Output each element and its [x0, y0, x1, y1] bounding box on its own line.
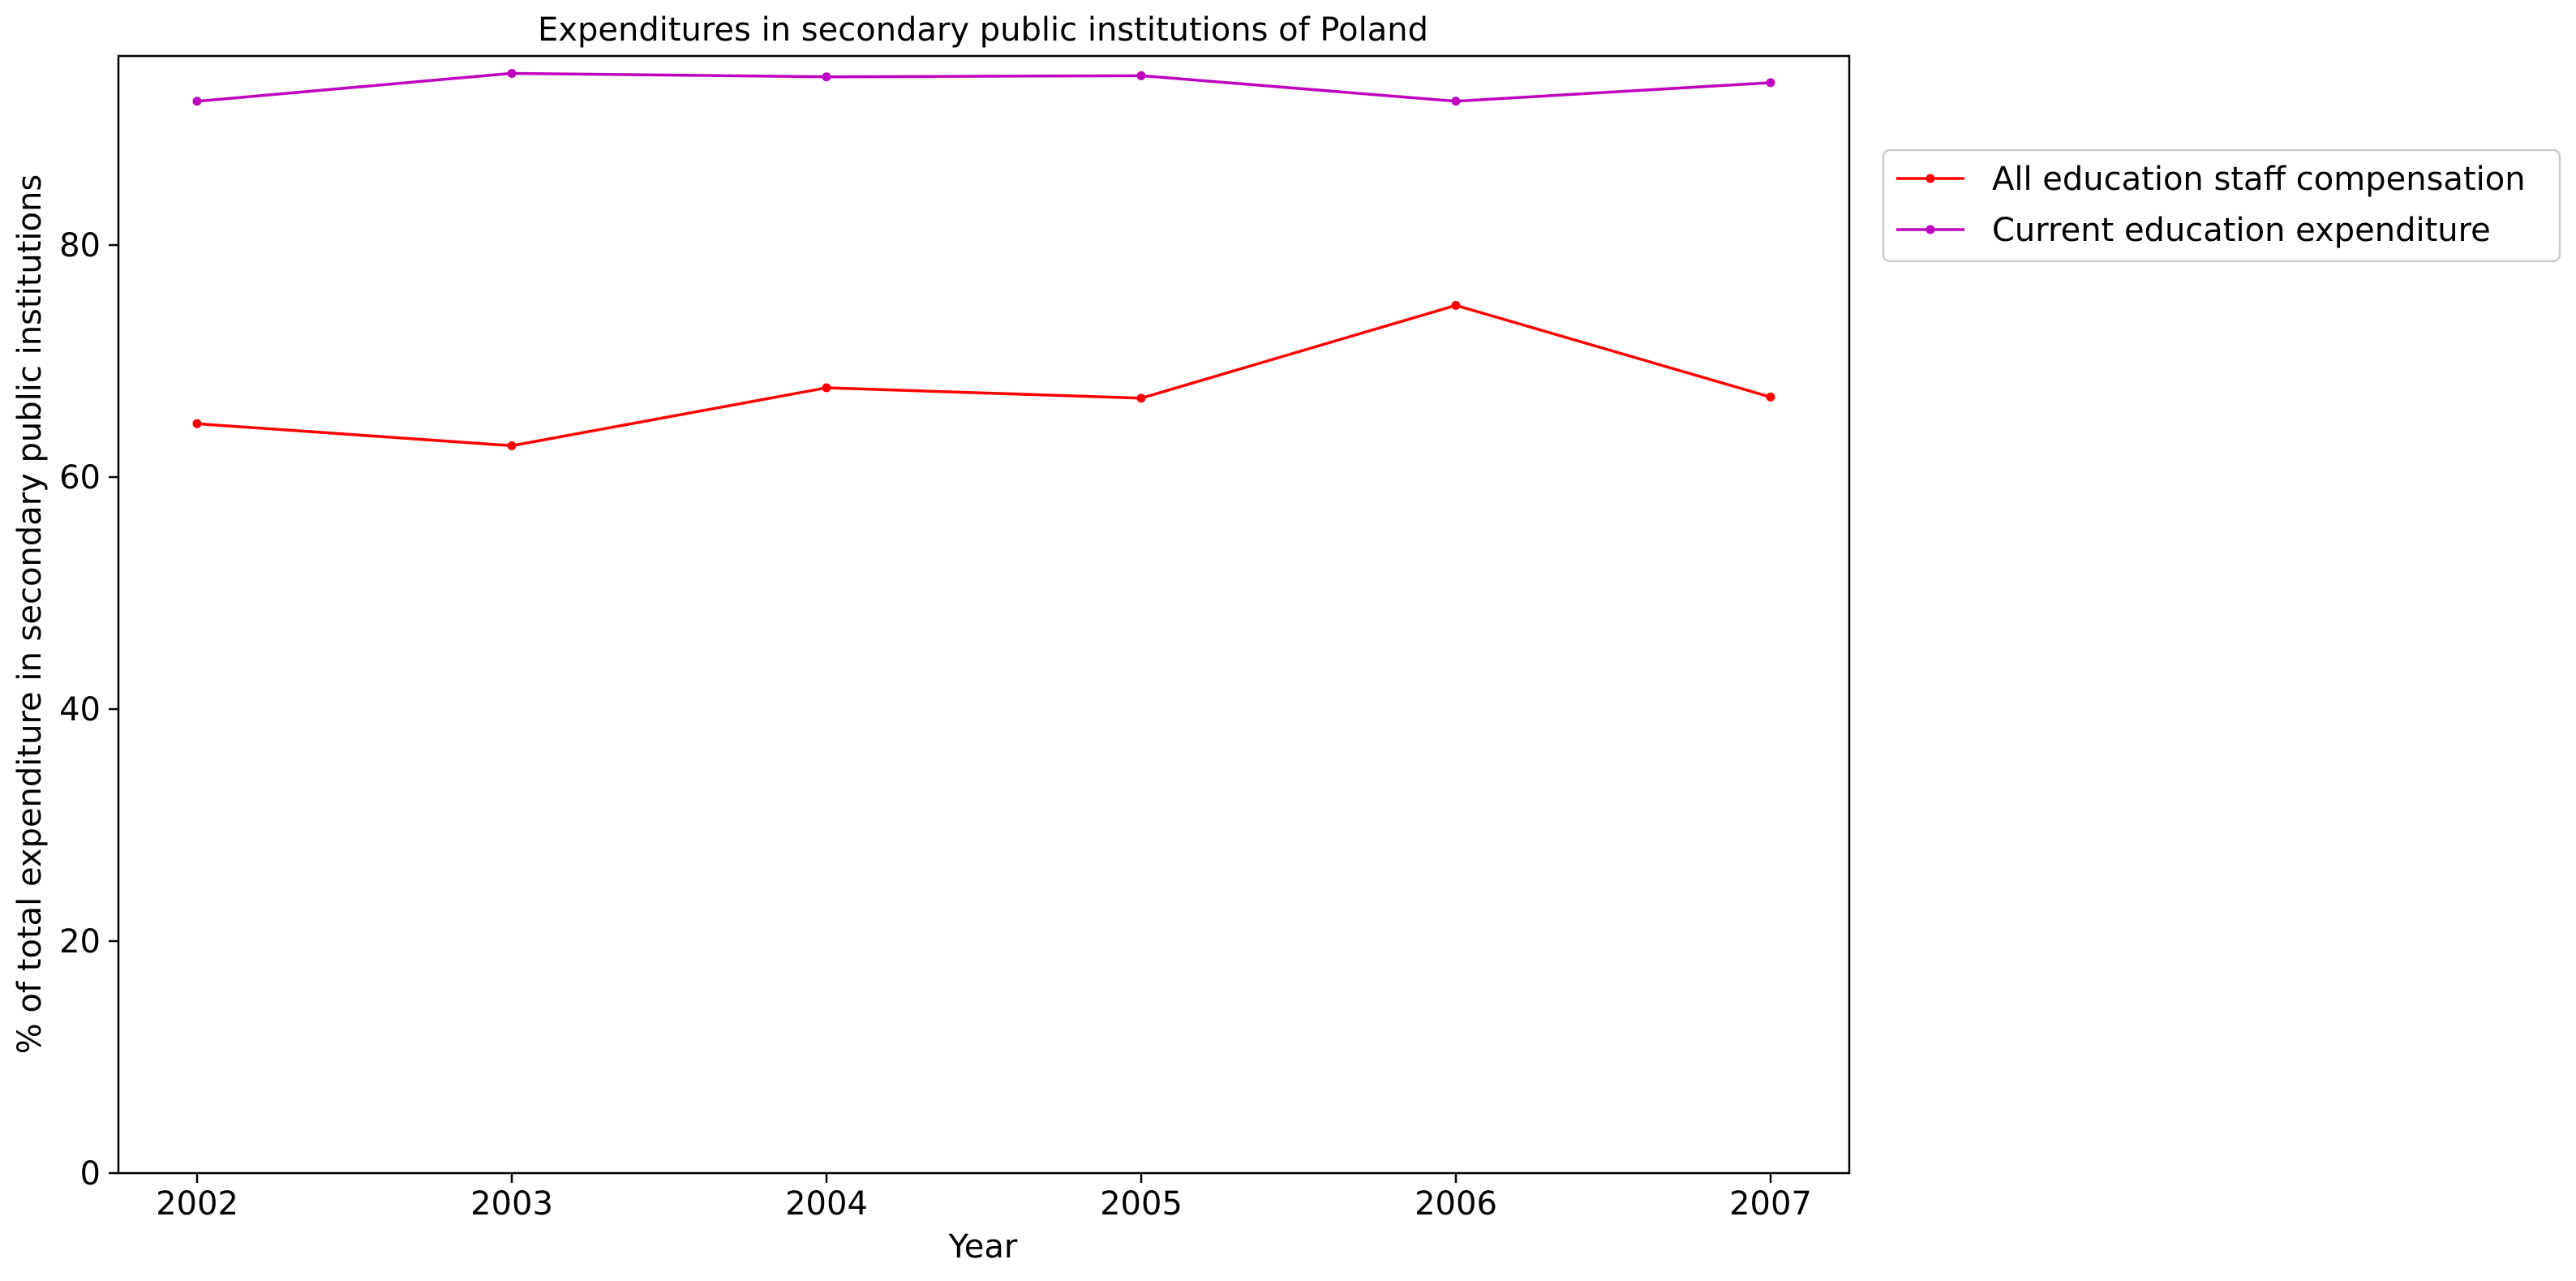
plot-frame	[117, 54, 1851, 1175]
y-tick-label: 60	[59, 459, 101, 496]
y-tick-label: 80	[59, 227, 101, 264]
x-tick-label: 2005	[1100, 1185, 1183, 1223]
y-axis: 0 20 40 60 80	[59, 227, 118, 1193]
series-1-line	[195, 303, 1772, 448]
series-2-point	[1766, 78, 1775, 88]
series-2-point	[1136, 71, 1146, 80]
legend-series-1-label: All education staff compensation	[1992, 161, 2526, 198]
x-axis: 2002 2003 2004 2005 2006 2007	[156, 1173, 1812, 1223]
chart-legend: All education staff compensation Current …	[1882, 148, 2561, 263]
legend-series-2-marker	[1926, 225, 1935, 234]
plot-marks	[192, 68, 1775, 450]
series-2-point	[822, 72, 831, 82]
x-tick-label: 2006	[1415, 1185, 1497, 1223]
y-tick-label: 40	[59, 691, 101, 729]
x-tick-label: 2002	[156, 1185, 238, 1223]
series-1-point	[1136, 393, 1146, 403]
chart-title: Expenditures in secondary public institu…	[538, 11, 1428, 49]
x-tick-label: 2007	[1729, 1185, 1812, 1223]
series-1-point	[507, 441, 517, 450]
series-1-point	[192, 419, 202, 428]
x-tick-label: 2004	[785, 1185, 868, 1223]
y-tick-label: 20	[59, 923, 101, 961]
series-1-point	[1451, 300, 1461, 310]
legend-series-2-label: Current education expenditure	[1992, 212, 2491, 249]
x-axis-label: Year	[948, 1228, 1018, 1266]
series-2-line	[195, 71, 1772, 103]
series-2-point	[507, 68, 517, 78]
series-2-point	[192, 97, 202, 106]
series-1-point	[822, 383, 831, 393]
legend-series-1-marker	[1926, 174, 1935, 183]
y-axis-label: % of total expenditure in secondary publ…	[11, 174, 49, 1054]
y-tick-label: 0	[80, 1155, 101, 1193]
legend-box	[1882, 148, 2561, 263]
series-2-point	[1451, 97, 1461, 106]
series-1-point	[1766, 392, 1775, 402]
x-tick-label: 2003	[470, 1185, 553, 1223]
